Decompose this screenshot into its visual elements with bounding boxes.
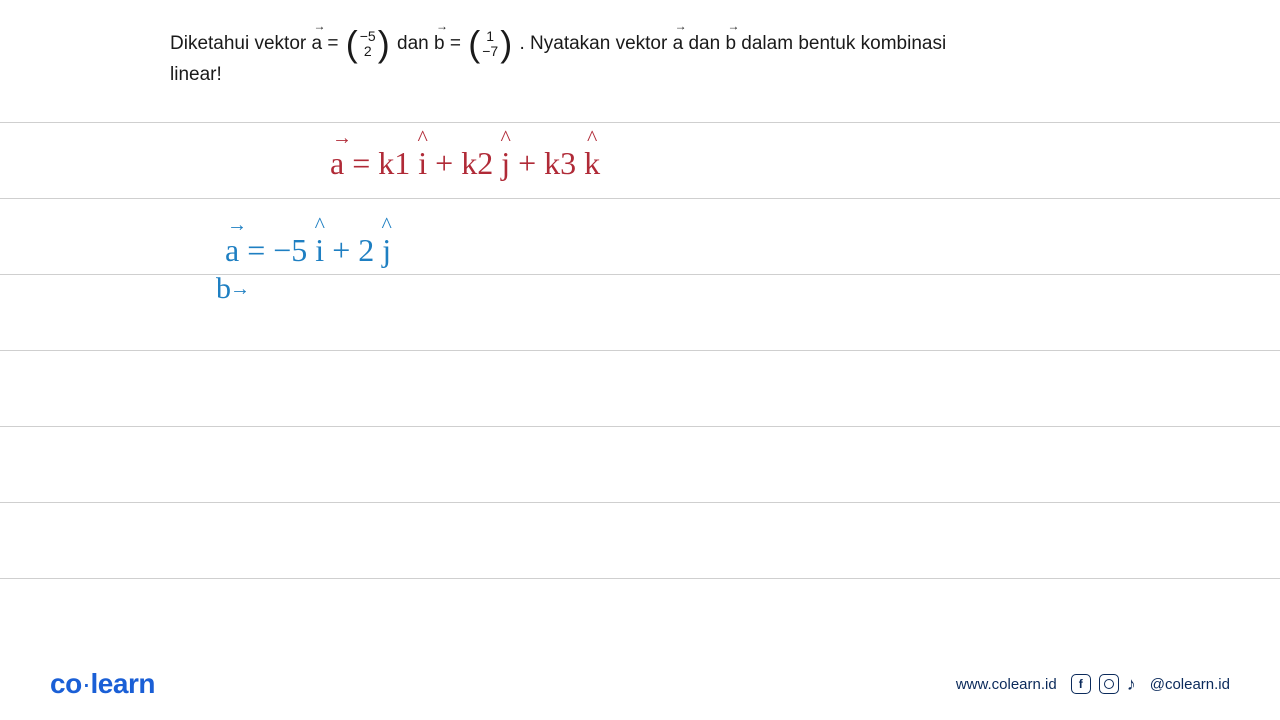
vector-b-column: ( 1 −7 ) xyxy=(468,29,512,60)
hw-blue-eq-m5: = −5 xyxy=(247,232,307,268)
hw-red-ihat: i xyxy=(418,145,427,182)
b-bot: −7 xyxy=(482,44,498,59)
tiktok-icon: ♪ xyxy=(1127,674,1136,695)
hw-blue-b-arrow: → xyxy=(230,278,250,301)
facebook-icon: f xyxy=(1071,674,1091,694)
logo-co: co xyxy=(50,668,82,699)
vector-a-symbol: a xyxy=(312,28,323,59)
hw-blue-ihat: i xyxy=(315,232,324,269)
social-icons: f ♪ xyxy=(1071,674,1136,695)
hw-blue-jhat: j xyxy=(382,232,391,269)
vector-b-symbol-2: b xyxy=(725,28,736,59)
brand-logo: co·learn xyxy=(50,668,155,700)
hw-red-eq-k1: = k1 xyxy=(352,145,410,181)
hw-blue-b-vector: b → xyxy=(216,272,231,306)
hw-blue-a: a xyxy=(225,232,239,269)
hw-red-plus-k3: + k3 xyxy=(518,145,576,181)
ruled-paper xyxy=(0,122,1280,660)
hw-red-a: a xyxy=(330,145,344,182)
footer-handle: @colearn.id xyxy=(1150,676,1230,693)
problem-text: Diketahui vektor a = ( −5 2 ) dan b = ( … xyxy=(170,28,1160,91)
equals-1: = xyxy=(327,33,343,54)
hw-blue-plus2: + 2 xyxy=(332,232,374,268)
instagram-icon xyxy=(1099,674,1119,694)
problem-tail: dalam bentuk kombinasi xyxy=(741,33,946,54)
equals-2: = xyxy=(450,33,466,54)
footer-right: www.colearn.id f ♪ @colearn.id xyxy=(956,674,1230,695)
problem-line2: linear! xyxy=(170,59,1160,90)
logo-dot: · xyxy=(82,668,91,699)
handwriting-blue-line: a = −5 i + 2 j xyxy=(225,232,391,269)
vector-a-symbol-2: a xyxy=(673,28,684,59)
problem-and: dan xyxy=(688,33,725,54)
vector-a-column: ( −5 2 ) xyxy=(346,29,390,60)
hw-blue-b: b xyxy=(216,272,231,305)
footer-url: www.colearn.id xyxy=(956,676,1057,693)
hw-red-plus-k2: + k2 xyxy=(435,145,493,181)
logo-learn: learn xyxy=(91,668,155,699)
footer: co·learn www.colearn.id f ♪ @colearn.id xyxy=(0,668,1280,700)
b-top: 1 xyxy=(482,29,498,44)
vector-b-symbol: b xyxy=(434,28,445,59)
a-bot: 2 xyxy=(360,44,376,59)
hw-red-jhat: j xyxy=(501,145,510,182)
problem-after: . Nyatakan vektor xyxy=(519,33,672,54)
hw-red-khat: k xyxy=(584,145,600,182)
problem-mid: dan xyxy=(397,33,434,54)
a-top: −5 xyxy=(360,29,376,44)
problem-prefix: Diketahui vektor xyxy=(170,33,312,54)
handwriting-red-line: a = k1 i + k2 j + k3 k xyxy=(330,145,600,182)
